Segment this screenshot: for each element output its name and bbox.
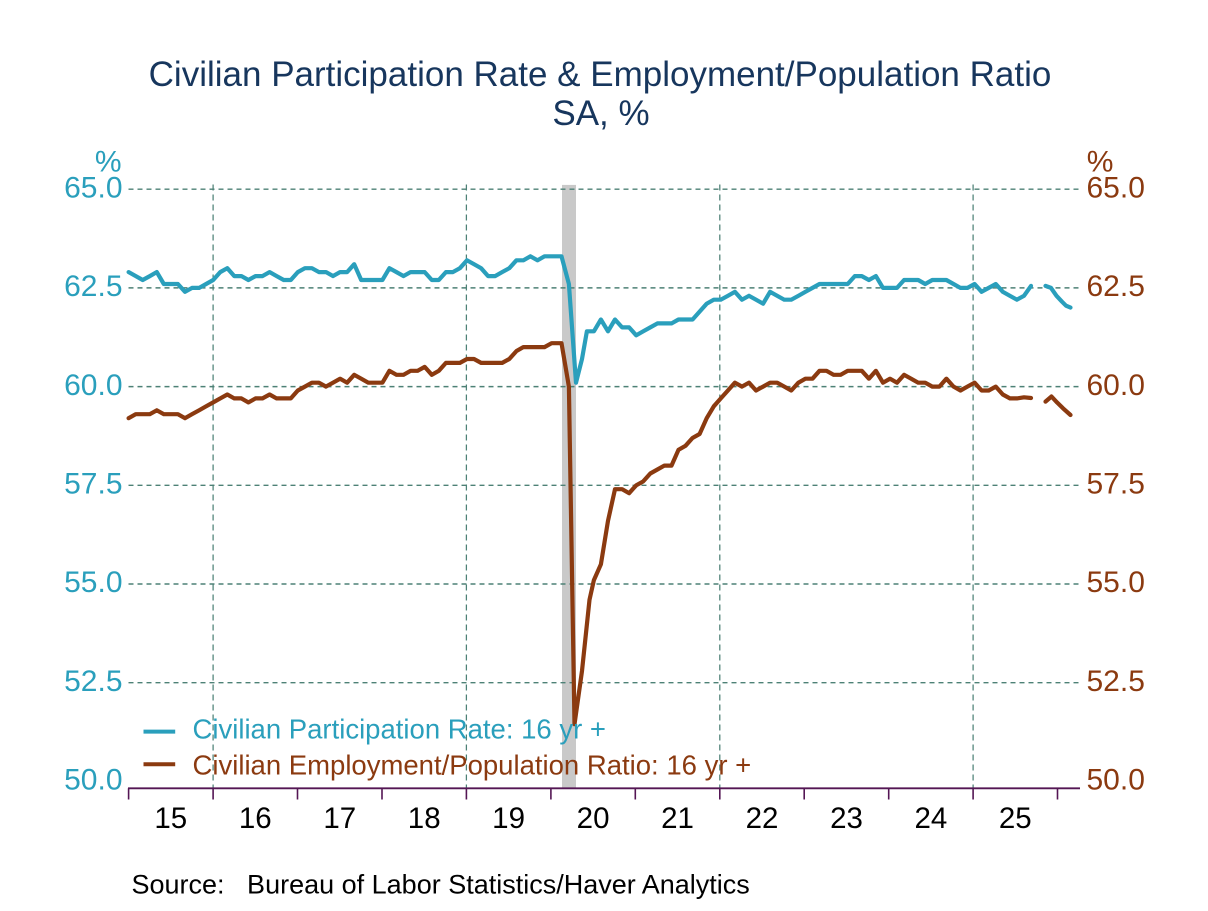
svg-text:52.5: 52.5 xyxy=(64,665,122,698)
svg-text:Civilian Participation Rate: 1: Civilian Participation Rate: 16 yr + xyxy=(193,714,606,745)
svg-text:57.5: 57.5 xyxy=(64,468,122,501)
svg-text:50.0: 50.0 xyxy=(64,764,122,797)
svg-text:57.5: 57.5 xyxy=(1087,468,1145,501)
svg-text:17: 17 xyxy=(323,802,356,835)
svg-text:23: 23 xyxy=(830,802,863,835)
svg-text:50.0: 50.0 xyxy=(1087,764,1145,797)
svg-text:%: % xyxy=(95,145,122,178)
svg-text:SA, %: SA, % xyxy=(552,94,649,133)
svg-text:55.0: 55.0 xyxy=(64,566,122,599)
svg-text:19: 19 xyxy=(492,802,525,835)
svg-text:%: % xyxy=(1087,145,1114,178)
svg-text:52.5: 52.5 xyxy=(1087,665,1145,698)
svg-text:Civilian Participation Rate &: Civilian Participation Rate & Employment… xyxy=(149,55,1052,94)
svg-text:60.0: 60.0 xyxy=(1087,369,1145,402)
svg-text:22: 22 xyxy=(746,802,779,835)
svg-text:21: 21 xyxy=(661,802,694,835)
svg-text:24: 24 xyxy=(914,802,947,835)
svg-text:15: 15 xyxy=(154,802,187,835)
svg-text:62.5: 62.5 xyxy=(1087,270,1145,303)
svg-text:18: 18 xyxy=(408,802,441,835)
svg-text:65.0: 65.0 xyxy=(1087,171,1145,204)
svg-text:Civilian Employment/Population: Civilian Employment/Population Ratio: 16… xyxy=(193,750,752,781)
svg-text:55.0: 55.0 xyxy=(1087,566,1145,599)
svg-text:25: 25 xyxy=(999,802,1032,835)
svg-text:16: 16 xyxy=(239,802,272,835)
svg-text:62.5: 62.5 xyxy=(64,270,122,303)
svg-text:20: 20 xyxy=(577,802,610,835)
svg-text:60.0: 60.0 xyxy=(64,369,122,402)
svg-text:65.0: 65.0 xyxy=(64,171,122,204)
svg-text:Source: Bureau of Labor Stat: Source: Bureau of Labor Statistics/Haver… xyxy=(132,870,750,900)
